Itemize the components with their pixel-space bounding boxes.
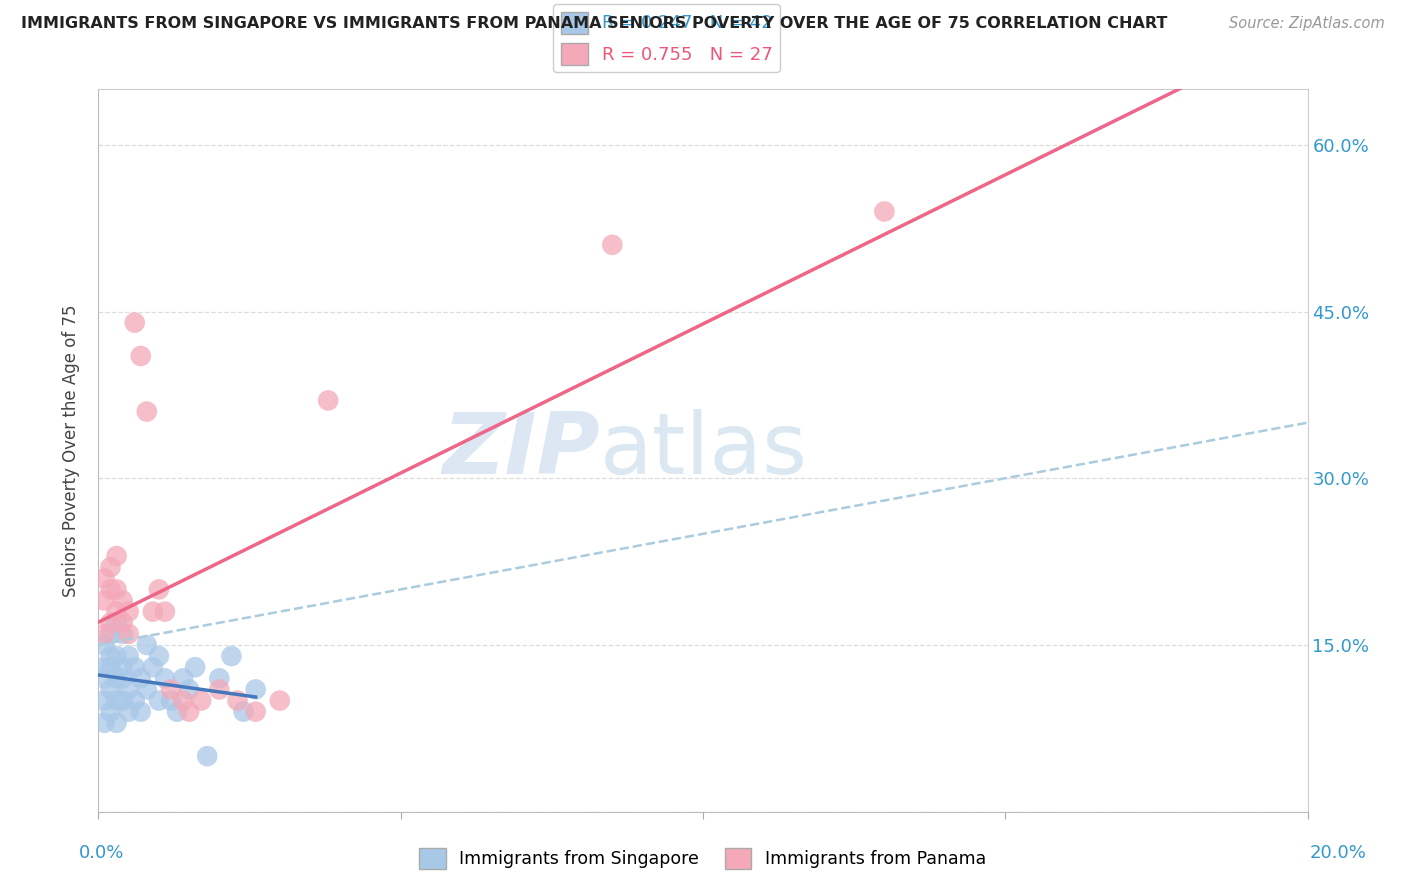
Point: [129, 671, 152, 685]
Point: [124, 693, 146, 707]
Point: [172, 671, 194, 685]
Point: [232, 705, 254, 719]
Text: Source: ZipAtlas.com: Source: ZipAtlas.com: [1229, 16, 1385, 31]
Point: [111, 615, 134, 630]
Point: [148, 582, 170, 597]
Point: [105, 615, 128, 630]
Point: [100, 705, 122, 719]
Point: [129, 705, 152, 719]
Text: ZIP: ZIP: [443, 409, 600, 492]
Point: [100, 682, 122, 697]
Point: [221, 649, 243, 664]
Point: [148, 693, 170, 707]
Text: 20.0%: 20.0%: [1310, 844, 1367, 862]
Point: [105, 649, 128, 664]
Point: [118, 649, 141, 664]
Point: [124, 660, 146, 674]
Point: [105, 582, 128, 597]
Point: [118, 705, 141, 719]
Point: [184, 660, 207, 674]
Point: [100, 615, 122, 630]
Point: [111, 671, 134, 685]
Legend: R = 0.247   N = 42, R = 0.755   N = 27: R = 0.247 N = 42, R = 0.755 N = 27: [554, 4, 780, 72]
Point: [93, 671, 115, 685]
Text: IMMIGRANTS FROM SINGAPORE VS IMMIGRANTS FROM PANAMA SENIORS POVERTY OVER THE AGE: IMMIGRANTS FROM SINGAPORE VS IMMIGRANTS …: [21, 16, 1167, 31]
Point: [316, 393, 339, 408]
Point: [160, 693, 183, 707]
Point: [179, 682, 201, 697]
Point: [100, 560, 122, 574]
Point: [100, 582, 122, 597]
Point: [208, 682, 231, 697]
Point: [93, 593, 115, 607]
Point: [153, 605, 176, 619]
Point: [179, 705, 201, 719]
Point: [111, 593, 134, 607]
Point: [105, 605, 128, 619]
Point: [100, 627, 122, 641]
Point: [105, 549, 128, 563]
Point: [93, 660, 115, 674]
Point: [105, 671, 128, 685]
Point: [148, 649, 170, 664]
Point: [135, 638, 157, 652]
Point: [118, 627, 141, 641]
Point: [160, 682, 183, 697]
Legend: Immigrants from Singapore, Immigrants from Panama: Immigrants from Singapore, Immigrants fr…: [412, 841, 994, 876]
Point: [245, 682, 267, 697]
Point: [135, 404, 157, 418]
Point: [602, 237, 624, 252]
Point: [111, 660, 134, 674]
Point: [873, 204, 896, 219]
Point: [208, 671, 231, 685]
Point: [190, 693, 212, 707]
Point: [93, 715, 115, 730]
Point: [111, 627, 134, 641]
Point: [100, 649, 122, 664]
Point: [93, 693, 115, 707]
Point: [118, 605, 141, 619]
Point: [118, 682, 141, 697]
Point: [129, 349, 152, 363]
Point: [142, 605, 165, 619]
Point: [245, 705, 267, 719]
Point: [195, 749, 218, 764]
Y-axis label: Seniors Poverty Over the Age of 75: Seniors Poverty Over the Age of 75: [62, 304, 80, 597]
Point: [142, 660, 165, 674]
Point: [93, 638, 115, 652]
Point: [100, 660, 122, 674]
Text: 0.0%: 0.0%: [79, 844, 124, 862]
Point: [135, 682, 157, 697]
Point: [124, 316, 146, 330]
Point: [269, 693, 291, 707]
Point: [166, 705, 188, 719]
Point: [105, 693, 128, 707]
Text: atlas: atlas: [600, 409, 808, 492]
Point: [93, 571, 115, 585]
Point: [172, 693, 194, 707]
Point: [105, 715, 128, 730]
Point: [111, 693, 134, 707]
Point: [93, 627, 115, 641]
Point: [153, 671, 176, 685]
Point: [226, 693, 249, 707]
